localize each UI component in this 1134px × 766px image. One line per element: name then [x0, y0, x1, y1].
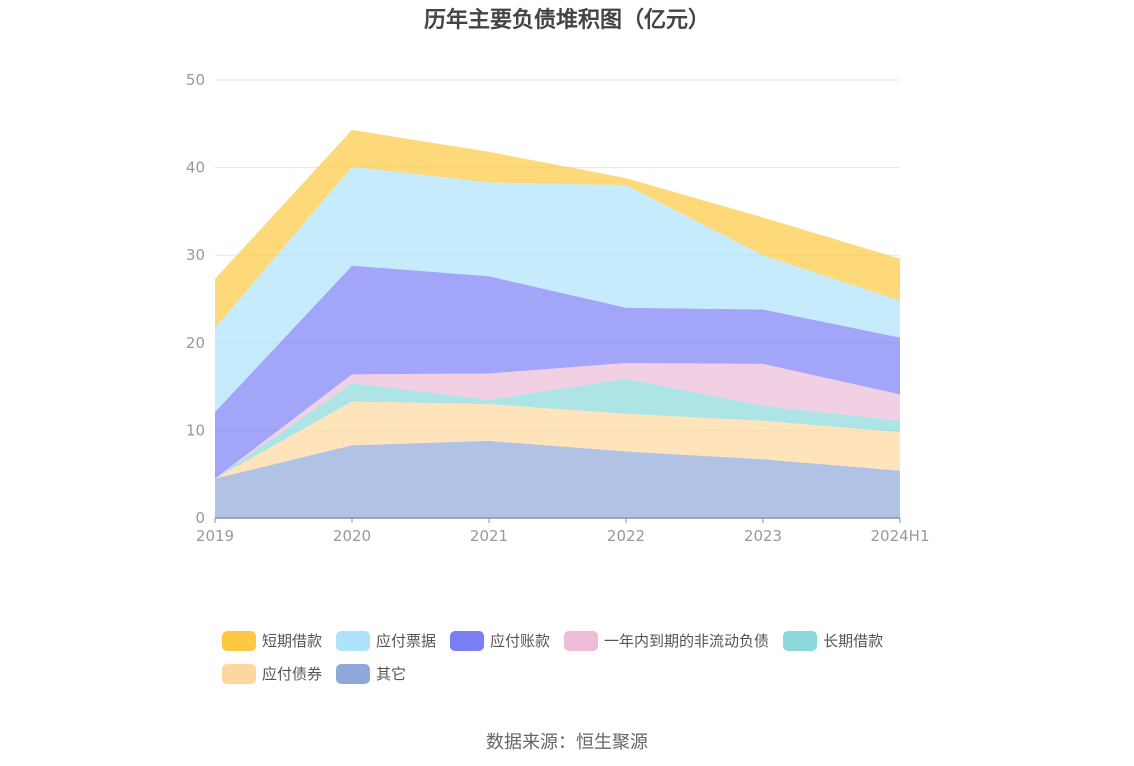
legend-row: 应付债券 其它 — [222, 663, 942, 684]
legend-item[interactable]: 一年内到期的非流动负债 — [564, 630, 769, 651]
legend-label: 应付账款 — [490, 632, 551, 650]
area-应付账款 — [215, 265, 900, 479]
area-series — [215, 129, 900, 518]
area-应付票据 — [215, 166, 900, 413]
x-tick-label: 2020 — [333, 527, 371, 545]
legend-item[interactable]: 应付债券 — [222, 663, 322, 684]
legend-label: 其它 — [376, 665, 407, 683]
legend-swatch — [450, 630, 485, 651]
legend-swatch — [222, 630, 256, 651]
data-source: 数据来源：恒生聚源 — [486, 732, 648, 753]
legend-swatch — [564, 630, 599, 651]
legend-item[interactable]: 应付票据 — [336, 630, 436, 651]
legend-label: 短期借款 — [262, 632, 323, 650]
x-tick-label: 2022 — [607, 527, 645, 545]
legend-swatch — [336, 630, 371, 651]
chart-title: 历年主要负债堆积图（亿元） — [423, 8, 710, 33]
y-tick-label: 40 — [186, 159, 205, 177]
legend-item[interactable]: 长期借款 — [783, 630, 883, 651]
y-tick-label: 10 — [186, 421, 205, 439]
legend-swatch — [336, 663, 371, 684]
legend-label: 应付票据 — [376, 632, 437, 650]
area-其它 — [215, 440, 900, 518]
x-tick-label: 2019 — [196, 527, 234, 545]
legend-swatch — [222, 663, 256, 684]
legend-label: 应付债券 — [262, 665, 323, 683]
x-tick-label: 2021 — [470, 527, 508, 545]
y-tick-label: 30 — [186, 246, 205, 264]
x-tick-label: 2023 — [744, 527, 782, 545]
area-应付债券 — [215, 401, 900, 479]
area-一年内到期的非流动负债 — [215, 362, 900, 479]
legend-label: 一年内到期的非流动负债 — [604, 632, 770, 650]
y-tick-label: 20 — [186, 334, 205, 352]
legend: 短期借款 应付票据 应付账款 一年内到期的非流动负债 长期借款应付债券 其它 — [222, 630, 942, 696]
legend-item[interactable]: 应付账款 — [450, 630, 550, 651]
y-tick-label: 0 — [195, 509, 205, 527]
legend-swatch — [783, 630, 818, 651]
legend-row: 短期借款 应付票据 应付账款 一年内到期的非流动负债 长期借款 — [222, 630, 942, 651]
x-tick-label: 2024H1 — [871, 527, 930, 545]
axes: 0 10 20 30 40 50 2019 2020 2021 2022 2023 2024H1 — [186, 71, 930, 545]
stacked-area-chart: 0 10 20 30 40 50 2019 2020 2021 2022 2023 2024H1 — [186, 71, 930, 545]
y-tick-label: 50 — [186, 71, 205, 89]
legend-label: 长期借款 — [823, 632, 884, 650]
area-长期借款 — [215, 378, 900, 479]
area-短期借款 — [215, 129, 900, 328]
legend-item[interactable]: 其它 — [336, 663, 406, 684]
legend-item[interactable]: 短期借款 — [222, 630, 322, 651]
